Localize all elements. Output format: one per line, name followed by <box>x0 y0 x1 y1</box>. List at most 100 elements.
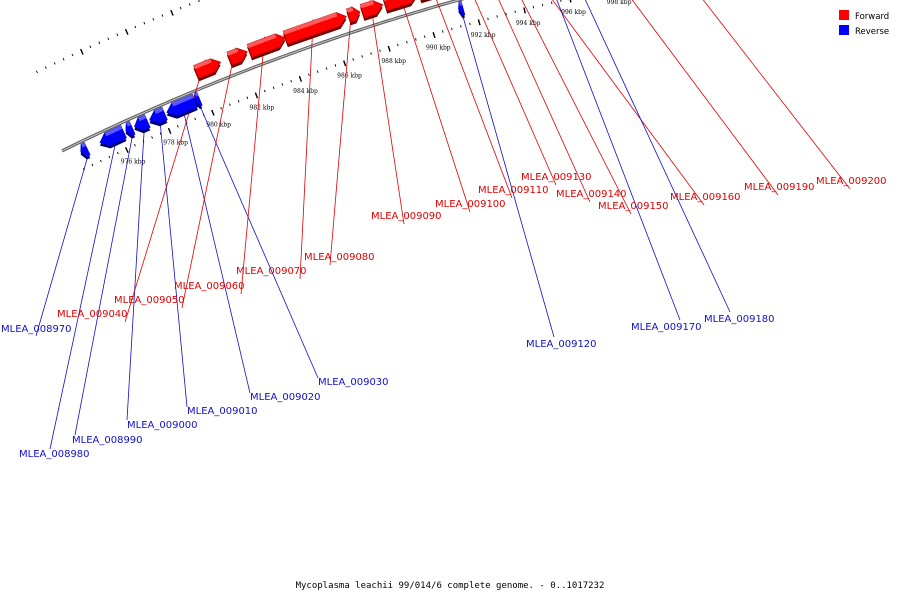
leader-line-MLEA_009010 <box>159 124 188 408</box>
scale-tick-label: 994 kbp <box>516 20 541 27</box>
gene-arrow-highlight <box>193 58 212 70</box>
gene-arrow[interactable] <box>125 121 136 136</box>
gene-label-MLEA_009170[interactable]: MLEA_009170 <box>631 322 702 333</box>
minor-tick <box>91 163 94 167</box>
leader-line-MLEA_009120 <box>462 16 555 338</box>
gene-arrow[interactable] <box>458 0 466 16</box>
gene-MLEA_008970[interactable] <box>80 141 91 160</box>
gene-MLEA_009090[interactable] <box>359 0 384 21</box>
gene-arrow-highlight <box>283 12 338 35</box>
gene-arrow[interactable] <box>149 106 168 124</box>
gene-arrow[interactable] <box>359 0 384 19</box>
backbone-highlight <box>61 0 461 152</box>
gene-MLEA_008980[interactable] <box>99 124 127 149</box>
gene-MLEA_009080[interactable] <box>346 6 361 26</box>
scale-tick-label: 988 kbp <box>381 58 406 65</box>
gene-arrow[interactable] <box>166 93 199 117</box>
gene-arrow-highlight <box>346 7 354 13</box>
minor-tick <box>532 5 535 9</box>
gene-label-MLEA_009090[interactable]: MLEA_009090 <box>371 211 442 222</box>
gene-label-MLEA_009190[interactable]: MLEA_009190 <box>744 182 815 193</box>
gene-arrow[interactable] <box>282 12 347 45</box>
gene-label-MLEA_009150[interactable]: MLEA_009150 <box>598 201 669 212</box>
gene-label-MLEA_008980[interactable]: MLEA_008980 <box>19 449 90 460</box>
gene-label-MLEA_009110[interactable]: MLEA_009110 <box>478 185 549 196</box>
major-tick <box>298 75 303 82</box>
leader-line-MLEA_009170 <box>556 0 681 321</box>
gene-label-MLEA_008990[interactable]: MLEA_008990 <box>72 435 143 446</box>
major-tick <box>387 45 391 52</box>
gene-label-MLEA_009060[interactable]: MLEA_009060 <box>174 281 245 292</box>
gene-label-MLEA_009030[interactable]: MLEA_009030 <box>318 377 389 388</box>
gene-MLEA_009030[interactable] <box>194 91 203 110</box>
gene-MLEA_009000[interactable] <box>134 114 151 134</box>
gene-label-MLEA_009180[interactable]: MLEA_009180 <box>704 314 775 325</box>
gene-MLEA_009060[interactable] <box>246 33 286 61</box>
gene-arrow[interactable] <box>194 91 203 107</box>
leader-line-MLEA_009070 <box>299 19 314 280</box>
gene-label-MLEA_009020[interactable]: MLEA_009020 <box>250 392 321 403</box>
minor-tick <box>237 99 240 103</box>
gene-arrow[interactable] <box>80 141 91 157</box>
gene-arrow[interactable] <box>346 6 361 23</box>
gene-label-MLEA_009200[interactable]: MLEA_009200 <box>816 176 887 187</box>
minor-tick <box>460 25 462 28</box>
gene-label-MLEA_009040[interactable]: MLEA_009040 <box>57 309 128 320</box>
leader-line-MLEA_009110 <box>436 0 513 199</box>
legend-forward-label: Forward <box>855 12 889 22</box>
gene-label-MLEA_009120[interactable]: MLEA_009120 <box>526 339 597 350</box>
minor-tick <box>98 41 101 45</box>
minor-tick <box>116 33 119 37</box>
minor-tick <box>505 12 507 16</box>
legend-forward-swatch <box>839 10 849 20</box>
gene-MLEA_009020[interactable] <box>166 93 199 119</box>
gene-arrow-highlight <box>383 0 388 2</box>
scale-tick-label: 998 kbp <box>607 0 632 6</box>
minor-tick <box>152 18 155 21</box>
gene-label-MLEA_009000[interactable]: MLEA_009000 <box>127 420 198 431</box>
scale-tick-label: 992 kbp <box>471 32 496 39</box>
gene-arrow[interactable] <box>383 0 417 11</box>
major-tick <box>167 127 172 134</box>
gene-label-MLEA_009140[interactable]: MLEA_009140 <box>556 189 627 200</box>
gene-label-MLEA_009010[interactable]: MLEA_009010 <box>187 406 258 417</box>
gene-arrow[interactable] <box>193 58 222 79</box>
leader-line-MLEA_009020 <box>183 113 251 394</box>
gene-label-MLEA_009070[interactable]: MLEA_009070 <box>236 266 307 277</box>
gene-arrow[interactable] <box>246 33 286 58</box>
gene-MLEA_009100[interactable] <box>383 0 417 14</box>
gene-MLEA_009040[interactable] <box>193 58 222 82</box>
gene-arrow[interactable] <box>134 114 151 131</box>
minor-tick <box>469 22 471 26</box>
leader-line-MLEA_008990 <box>74 136 133 436</box>
minor-tick <box>194 117 197 121</box>
gene-label-MLEA_009080[interactable]: MLEA_009080 <box>304 252 375 263</box>
minor-tick <box>334 64 337 67</box>
gene-label-MLEA_009160[interactable]: MLEA_009160 <box>670 192 741 203</box>
gene-label-MLEA_009050[interactable]: MLEA_009050 <box>114 295 185 306</box>
gene-MLEA_009120[interactable] <box>458 0 466 19</box>
gene-label-MLEA_008970[interactable]: MLEA_008970 <box>1 324 72 335</box>
minor-tick <box>198 0 200 3</box>
backbone-line <box>61 0 465 153</box>
gene-MLEA_009110[interactable] <box>417 0 444 4</box>
gene-MLEA_009070[interactable] <box>282 12 347 48</box>
minor-tick <box>89 45 92 49</box>
gene-arrow[interactable] <box>99 124 127 146</box>
major-tick <box>432 31 436 39</box>
gene-label-MLEA_009130[interactable]: MLEA_009130 <box>521 172 592 183</box>
gene-arrow-highlight <box>194 92 199 97</box>
minor-tick <box>514 10 516 14</box>
gene-MLEA_008990[interactable] <box>125 121 136 139</box>
gene-label-MLEA_009100[interactable]: MLEA_009100 <box>435 199 506 210</box>
leader-line-MLEA_009160 <box>552 0 705 206</box>
gene-MLEA_009050[interactable] <box>226 47 248 69</box>
gene-MLEA_009010[interactable] <box>149 106 168 127</box>
gene-arrow-highlight <box>458 1 463 6</box>
minor-tick <box>560 0 562 2</box>
minor-tick <box>281 83 284 86</box>
minor-tick <box>99 159 102 163</box>
minor-tick <box>71 53 74 57</box>
gene-arrow[interactable] <box>226 47 248 66</box>
leader-line-MLEA_009090 <box>369 0 405 225</box>
